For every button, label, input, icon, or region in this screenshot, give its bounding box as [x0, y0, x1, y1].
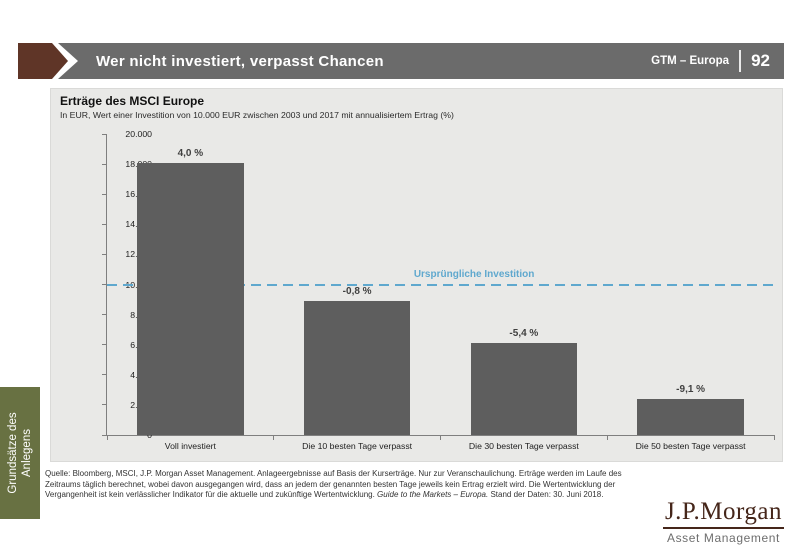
- page-number: 92: [751, 51, 770, 70]
- chart-container: Erträge des MSCI Europe In EUR, Wert ein…: [50, 88, 783, 462]
- plot-area: 20.00018.00016.00014.00012.00010.0008.00…: [102, 129, 775, 451]
- source-text-date: Stand der Daten: 30. Juni 2018.: [488, 490, 604, 500]
- bar-column: -5,4 % Die 30 besten Tage verpasst: [441, 134, 608, 451]
- bar-column: 4,0 % Voll investiert: [107, 134, 274, 451]
- header-right-group: GTM – Europa 92: [651, 43, 770, 79]
- header-bar: Wer nicht investiert, verpasst Chancen G…: [58, 43, 784, 79]
- chart-subtitle: In EUR, Wert einer Investition von 10.00…: [60, 110, 454, 120]
- jpmorgan-logo: J.P.Morgan Asset Management: [662, 498, 784, 545]
- page-number-divider: [739, 50, 742, 72]
- source-text-main: Quelle: Bloomberg, MSCI, J.P. Morgan Ass…: [45, 469, 622, 500]
- bar-column: -0,8 % Die 10 besten Tage verpasst: [274, 134, 441, 451]
- bar-30-beste-tage: [470, 343, 578, 435]
- reference-line-label: Ursprüngliche Investition: [413, 268, 535, 280]
- section-tab-text: Grundsätze des Anlegens: [0, 387, 40, 519]
- y-axis-tick-mark: [102, 404, 107, 406]
- gtm-europa-label: GTM – Europa: [651, 55, 730, 67]
- page-title: Wer nicht investiert, verpasst Chancen: [96, 52, 384, 70]
- bar-value-label: -0,8 %: [342, 286, 372, 298]
- y-axis-tick-mark: [102, 344, 107, 346]
- jpmorgan-wordmark: J.P.Morgan: [662, 498, 784, 529]
- y-axis-tick-mark: [102, 223, 107, 225]
- source-text-italic: Guide to the Markets – Europa.: [377, 490, 489, 500]
- y-axis-tick-mark: [102, 374, 107, 376]
- y-axis-tick-mark: [102, 253, 107, 255]
- x-axis-label: Die 10 besten Tage verpasst: [302, 441, 413, 451]
- initial-investment-dashed-line: [107, 283, 774, 286]
- bar-value-label: -5,4 %: [509, 328, 539, 340]
- x-axis-tick-mark: [606, 435, 608, 440]
- bar-series: 4,0 % Voll investiert -0,8 % Die 10 best…: [107, 134, 774, 451]
- bar-50-beste-tage: [637, 398, 744, 435]
- section-tab-line2: Anlegens: [21, 429, 33, 477]
- x-axis-label: Voll investiert: [164, 441, 216, 451]
- x-axis-label: Die 30 besten Tage verpasst: [468, 441, 579, 451]
- chart-title: Erträge des MSCI Europe: [60, 94, 205, 108]
- source-text: Quelle: Bloomberg, MSCI, J.P. Morgan Ass…: [45, 469, 647, 501]
- bar-10-beste-tage: [303, 301, 411, 435]
- y-axis-tick-mark: [102, 133, 107, 135]
- y-axis-tick-label: 20.000: [125, 129, 152, 139]
- bar-value-label: -9,1 %: [676, 383, 706, 395]
- x-axis-tick-mark: [440, 435, 441, 440]
- x-axis-tick-mark: [273, 435, 275, 440]
- x-axis-tick-mark: [106, 435, 108, 440]
- bar-voll-investiert: [137, 162, 244, 435]
- y-axis-tick-mark: [102, 193, 107, 195]
- y-axis-tick-mark: [102, 163, 107, 165]
- y-axis-tick-label: 0: [147, 430, 152, 440]
- x-axis-tick-mark: [773, 435, 775, 440]
- y-axis-tick-mark: [102, 434, 107, 436]
- section-tab: Grundsätze des Anlegens: [0, 387, 40, 519]
- asset-management-label: Asset Management: [666, 531, 780, 545]
- header-chevron-icon: [18, 43, 68, 79]
- y-axis-tick-mark: [102, 314, 107, 316]
- x-axis-label: Die 50 besten Tage verpasst: [635, 441, 746, 451]
- bar-column: -9,1 % Die 50 besten Tage verpasst: [607, 134, 774, 451]
- y-axis-tick-mark: [102, 284, 107, 285]
- section-tab-line1: Grundsätze des: [6, 412, 19, 494]
- bar-value-label: 4,0 %: [177, 147, 204, 159]
